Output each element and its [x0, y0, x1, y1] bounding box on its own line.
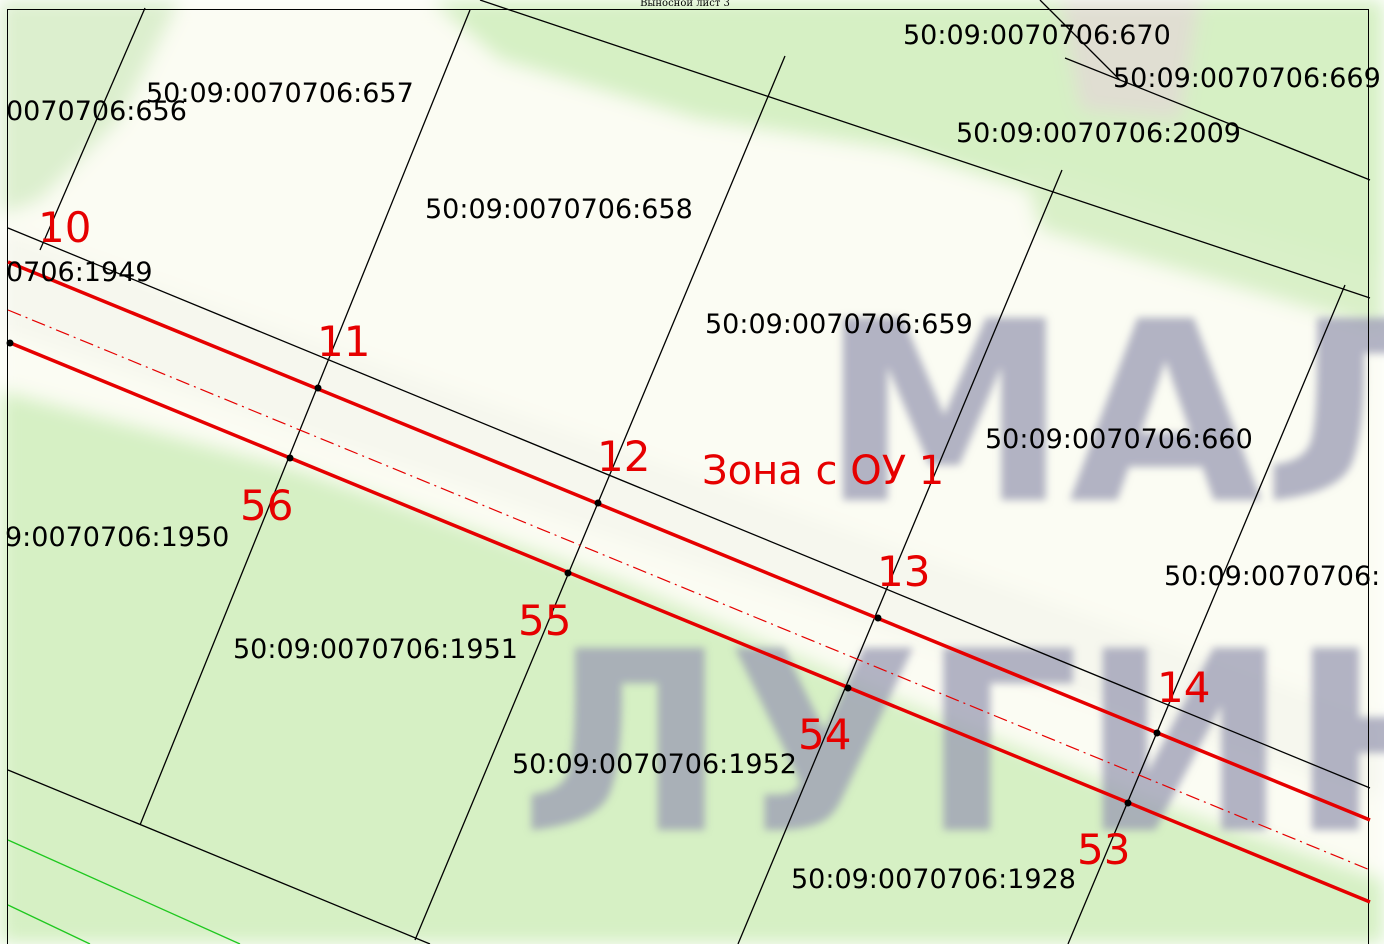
parcel-boundaries	[7, 0, 1371, 944]
parcel-label: 50:09:0070706:1928	[791, 864, 1076, 895]
parcel-label: 50:09:0070706:1952	[512, 749, 797, 780]
point-label: 12	[597, 432, 650, 481]
zone-boundary-top	[7, 260, 1371, 822]
boundary-line	[39, 7, 146, 251]
green-lines	[7, 839, 241, 944]
green-area-top-right	[1020, 160, 1384, 330]
vertex-marker	[564, 569, 572, 577]
vertex-marker	[286, 454, 294, 462]
vertex-marker	[314, 384, 322, 392]
vertex-marker	[844, 684, 852, 692]
green-area-left	[0, 0, 180, 215]
background-lettering: МАЛ ЛУГИН	[520, 268, 1384, 889]
point-label: 13	[877, 547, 930, 596]
parcel-label: 50:09:0070706:669	[1113, 63, 1381, 94]
boundary-line	[737, 169, 1063, 944]
boundary-line	[1039, 0, 1121, 81]
vertex-marker	[1153, 729, 1161, 737]
point-labels: 10 11 12 13 14 53 54 55 56	[38, 203, 1210, 874]
point-label: 11	[317, 317, 370, 366]
zone-axis-line	[7, 309, 1371, 871]
zone-boundary-bottom	[7, 340, 1371, 904]
parcel-label: 50:09:0070706:2009	[956, 118, 1241, 149]
point-label: 14	[1157, 663, 1210, 712]
parcel-label: 50:09:0070706:670	[903, 20, 1171, 51]
boundary-line	[479, 0, 1371, 299]
zone-vertices	[6, 339, 1161, 807]
parcel-labels: 50:09:0070706:670 50:09:0070706:669 50:0…	[5, 20, 1381, 895]
light-strip	[0, 230, 1384, 800]
boundary-line	[1064, 57, 1371, 181]
parcel-label: 50:09:0070706:659	[705, 309, 973, 340]
point-label: 56	[240, 481, 293, 530]
protection-zone	[7, 260, 1371, 904]
point-label: 53	[1077, 825, 1130, 874]
green-line	[7, 904, 91, 944]
vertex-marker	[6, 339, 14, 347]
vertex-marker	[874, 614, 882, 622]
boundary-line	[7, 769, 431, 944]
point-label: 55	[518, 596, 571, 645]
boundary-line	[7, 227, 1371, 789]
sheet-frame	[7, 9, 1369, 944]
boundary-line	[1067, 284, 1346, 944]
vertex-marker	[1124, 799, 1132, 807]
point-label: 10	[38, 203, 91, 252]
parcel-label: 50:09:0070706:660	[985, 424, 1253, 455]
bg-text-line-1: МАЛ	[820, 268, 1384, 559]
boundary-line	[139, 9, 471, 826]
parcel-label: 50:09:0070706:658	[425, 194, 693, 225]
zone-label: Зона с ОУ 1	[702, 448, 944, 494]
vertex-marker	[594, 499, 602, 507]
parcel-label: 9:0070706:1950	[5, 522, 229, 553]
boundary-line	[414, 55, 786, 941]
gray-patch	[1060, 0, 1200, 120]
point-label: 54	[798, 710, 851, 759]
parcel-label: 50:09:0070706:	[1164, 561, 1380, 592]
parcel-label: 50:09:0070706:657	[146, 78, 414, 109]
green-line	[7, 839, 241, 944]
parcel-label: 0706:1949	[6, 257, 153, 288]
sheet-title: Выносной лист 3	[640, 0, 730, 9]
bg-text-line-2: ЛУГИН	[520, 598, 1384, 889]
green-area-bottom	[0, 390, 1384, 944]
parcel-label: 0070706:656	[6, 96, 187, 127]
parcel-label: 50:09:0070706:1951	[233, 634, 518, 665]
